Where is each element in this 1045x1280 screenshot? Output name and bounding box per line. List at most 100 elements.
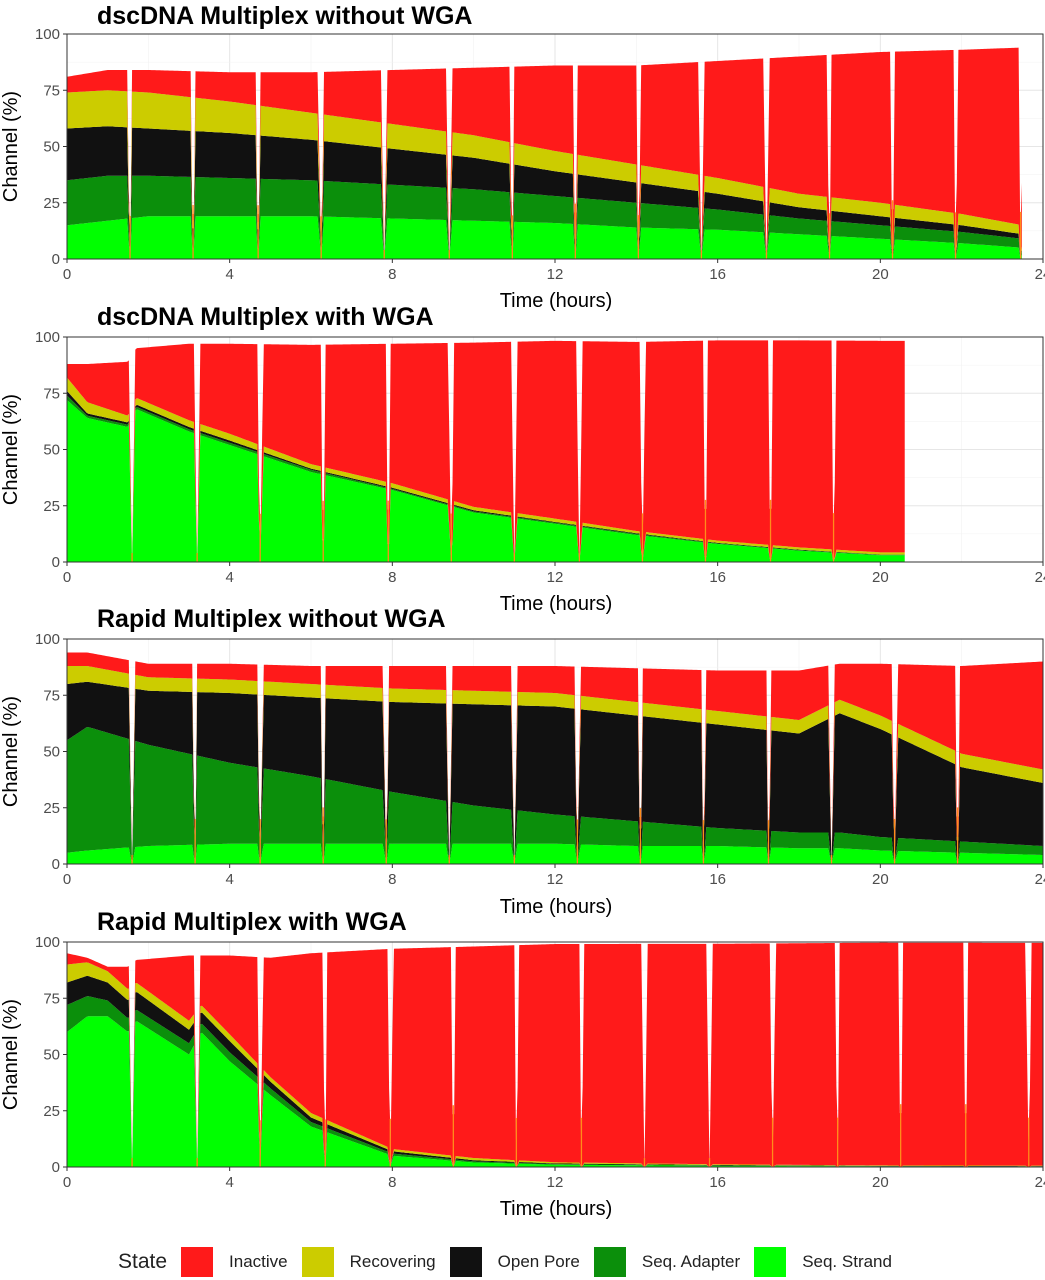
y-tick-label: 25 — [43, 195, 60, 212]
series-area-seq-strand — [67, 843, 1043, 864]
x-tick-label: 12 — [547, 569, 564, 586]
x-tick-label: 24 — [1035, 871, 1045, 888]
legend-label: Seq. Adapter — [641, 1252, 741, 1271]
legend-key-recovering — [301, 1247, 334, 1277]
y-axis-label: Channel (%) — [0, 91, 22, 202]
x-tick-label: 4 — [225, 569, 233, 586]
x-axis-label: Time (hours) — [500, 1198, 613, 1220]
legend-item-recovering: Recovering — [301, 1247, 436, 1277]
y-tick-label: 25 — [43, 1103, 60, 1120]
legend-title: State — [118, 1250, 168, 1273]
x-axis-label: Time (hours) — [500, 290, 613, 312]
x-tick-label: 8 — [388, 1174, 396, 1191]
x-tick-label: 0 — [63, 871, 71, 888]
series-group — [67, 340, 905, 562]
y-tick-label: 100 — [35, 934, 60, 951]
y-tick-label: 75 — [43, 82, 60, 99]
x-tick-label: 16 — [709, 569, 726, 586]
legend-key-inactive — [181, 1247, 214, 1277]
series-area-inactive — [67, 652, 1043, 864]
x-tick-label: 20 — [872, 1174, 889, 1191]
x-tick-label: 0 — [63, 569, 71, 586]
y-tick-label: 0 — [52, 1159, 60, 1176]
legend: State Inactive Recovering Open Pore Seq.… — [118, 1244, 906, 1280]
x-tick-label: 16 — [709, 266, 726, 283]
chart-panel-4: 0 25 50 75 100 0 4 8 12 16 20 24 Rapid Multiplex wit… — [0, 908, 1045, 1220]
series-area-seq-adapter — [67, 175, 1022, 259]
y-tick-label: 25 — [43, 498, 60, 515]
y-tick-label: 50 — [43, 442, 60, 459]
x-tick-label: 24 — [1035, 266, 1045, 283]
y-axis-label: Channel (%) — [0, 394, 22, 505]
y-tick-label: 75 — [43, 687, 60, 704]
series-area-inactive — [67, 340, 905, 562]
y-axis-label: Channel (%) — [0, 696, 22, 807]
y-tick-label: 50 — [43, 744, 60, 761]
y-tick-label: 75 — [43, 990, 60, 1007]
x-tick-label: 12 — [547, 871, 564, 888]
legend-item-open-pore: Open Pore — [449, 1247, 580, 1277]
series-area-recovering — [67, 666, 1043, 864]
y-tick-label: 25 — [43, 800, 60, 817]
x-tick-label: 20 — [872, 871, 889, 888]
x-tick-label: 12 — [547, 266, 564, 283]
x-axis-label: Time (hours) — [500, 896, 613, 918]
series-group — [67, 47, 1022, 260]
y-tick-label: 75 — [43, 385, 60, 402]
chart-title: Rapid Multiplex without WGA — [97, 605, 446, 633]
series-area-seq-adapter — [67, 726, 1043, 864]
x-tick-label: 4 — [225, 1174, 233, 1191]
chart-title: dscDNA Multiplex without WGA — [97, 2, 472, 30]
x-tick-label: 20 — [872, 569, 889, 586]
legend-item-inactive: Inactive — [181, 1247, 288, 1277]
y-tick-label: 100 — [35, 329, 60, 346]
series-area-recovering — [67, 90, 1022, 259]
y-tick-label: 0 — [52, 554, 60, 571]
legend-label: Inactive — [229, 1252, 288, 1271]
series-area-open-pore — [67, 126, 1022, 259]
series-group — [67, 942, 1043, 1167]
legend-label: Open Pore — [497, 1252, 580, 1271]
y-tick-label: 50 — [43, 1047, 60, 1064]
x-tick-label: 0 — [63, 1174, 71, 1191]
legend-item-seq-adapter: Seq. Adapter — [593, 1247, 741, 1277]
x-tick-label: 4 — [225, 266, 233, 283]
chart-panel-1: 0 25 50 75 100 0 4 8 12 16 20 24 dscDNA Multiplex wi… — [0, 2, 1045, 312]
series-area-inactive — [67, 942, 1043, 1167]
x-tick-label: 12 — [547, 1174, 564, 1191]
y-tick-label: 100 — [35, 631, 60, 648]
y-axis-label: Channel (%) — [0, 999, 22, 1110]
series-area-seq-strand — [67, 1016, 1043, 1167]
x-tick-label: 24 — [1035, 569, 1045, 586]
series-area-inactive — [67, 47, 1022, 260]
legend-label: Recovering — [349, 1252, 436, 1271]
series-group — [67, 652, 1043, 864]
series-area-seq-strand — [67, 216, 1022, 259]
x-tick-label: 4 — [225, 871, 233, 888]
legend-label: Seq. Strand — [802, 1252, 892, 1271]
legend-key-seq-strand — [754, 1247, 787, 1277]
chart-title: dscDNA Multiplex with WGA — [97, 303, 434, 331]
chart-panel-2: 0 25 50 75 100 0 4 8 12 16 20 24 dscDNA Multiplex wi… — [0, 303, 1045, 615]
x-tick-label: 8 — [388, 569, 396, 586]
series-area-open-pore — [67, 976, 1043, 1167]
series-area-seq-strand — [67, 400, 905, 562]
series-area-open-pore — [67, 681, 1043, 864]
x-axis-label: Time (hours) — [500, 593, 613, 615]
x-tick-label: 16 — [709, 871, 726, 888]
y-tick-label: 0 — [52, 856, 60, 873]
y-tick-label: 0 — [52, 251, 60, 268]
y-tick-label: 100 — [35, 26, 60, 43]
x-tick-label: 8 — [388, 871, 396, 888]
legend-key-open-pore — [449, 1247, 482, 1277]
legend-item-seq-strand: Seq. Strand — [754, 1247, 892, 1277]
x-tick-label: 24 — [1035, 1174, 1045, 1191]
series-area-seq-adapter — [67, 996, 1043, 1167]
chart-title: Rapid Multiplex with WGA — [97, 908, 407, 936]
chart-panel-3: 0 25 50 75 100 0 4 8 12 16 20 24 Rapid Multiplex wit… — [0, 605, 1045, 918]
y-tick-label: 50 — [43, 139, 60, 156]
x-tick-label: 20 — [872, 266, 889, 283]
x-tick-label: 8 — [388, 266, 396, 283]
series-area-recovering — [67, 962, 1043, 1167]
